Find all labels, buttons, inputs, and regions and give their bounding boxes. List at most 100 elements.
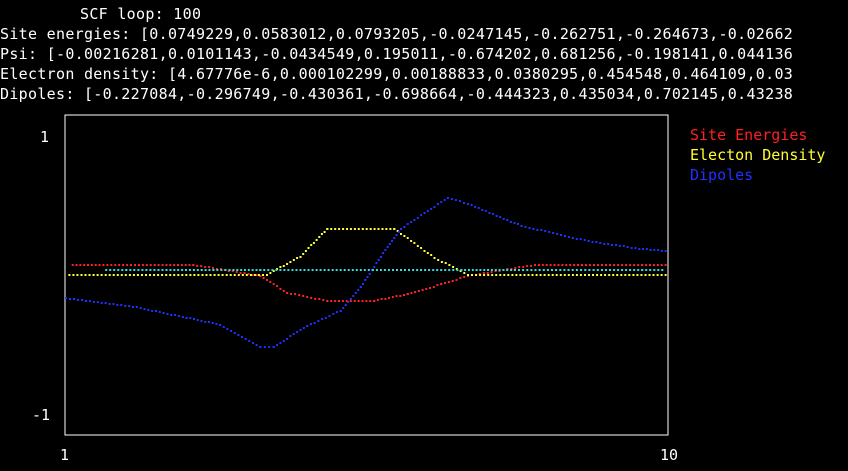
data-point (326, 300, 329, 302)
data-point (601, 269, 603, 271)
data-point (292, 333, 295, 335)
data-point (492, 213, 494, 215)
data-point (467, 274, 469, 276)
data-point (255, 344, 258, 346)
data-point (557, 264, 560, 266)
data-point (416, 217, 419, 219)
data-point (373, 228, 376, 230)
data-point (649, 249, 652, 251)
data-point (499, 274, 502, 276)
data-point (296, 331, 299, 333)
data-point (100, 274, 103, 276)
data-point (189, 274, 192, 276)
data-point (495, 215, 498, 217)
data-point (642, 248, 644, 250)
data-point (584, 269, 587, 271)
data-point (377, 228, 380, 230)
data-point (664, 264, 667, 266)
data-point (528, 227, 531, 229)
data-point (81, 299, 84, 301)
data-point (561, 264, 564, 266)
data-point (193, 274, 196, 276)
data-point (141, 274, 143, 276)
data-point (539, 274, 542, 276)
data-point (200, 269, 203, 271)
data-point (384, 249, 387, 251)
data-point (165, 264, 168, 266)
data-point (548, 231, 551, 233)
data-point (161, 264, 164, 266)
data-point (263, 269, 266, 271)
data-point (299, 269, 302, 271)
data-point (463, 202, 465, 204)
data-point (241, 336, 243, 338)
data-point (357, 228, 360, 230)
data-point (181, 274, 184, 276)
series-electon-density (68, 228, 667, 276)
data-point (613, 264, 616, 266)
data-point (645, 269, 648, 271)
data-point (365, 228, 368, 230)
data-point (467, 203, 469, 205)
data-point (522, 269, 525, 271)
data-point (636, 274, 639, 276)
data-point (580, 269, 583, 271)
data-point (302, 327, 305, 329)
data-point (638, 248, 641, 250)
data-point (341, 300, 344, 302)
data-point (583, 239, 586, 241)
data-point (201, 274, 204, 276)
data-point (252, 342, 254, 344)
data-point (299, 256, 302, 258)
data-point (645, 264, 648, 266)
data-point (410, 292, 413, 294)
data-point (459, 200, 461, 202)
data-point (664, 274, 667, 276)
data-point (361, 300, 364, 302)
data-point (584, 264, 587, 266)
data-point (169, 264, 172, 266)
data-point (463, 276, 466, 278)
data-point (452, 269, 455, 271)
data-point (213, 274, 216, 276)
data-point (387, 269, 390, 271)
data-point (279, 266, 282, 268)
data-point (408, 269, 410, 271)
data-point (404, 269, 406, 271)
y-tick-label-top: 1 (40, 128, 49, 146)
data-point (349, 228, 352, 230)
data-point (239, 272, 242, 274)
data-point (92, 301, 95, 303)
data-point (236, 269, 239, 271)
data-point (443, 199, 446, 201)
data-point (588, 274, 590, 276)
data-point (65, 297, 67, 299)
data-point (105, 269, 108, 271)
data-point (626, 246, 629, 248)
data-point (346, 228, 348, 230)
data-point (326, 228, 329, 230)
data-point (339, 310, 342, 312)
data-point (617, 269, 620, 271)
data-point (664, 250, 667, 252)
data-point (519, 274, 522, 276)
data-point (185, 274, 188, 276)
data-point (624, 274, 627, 276)
data-point (482, 272, 485, 274)
data-point (286, 263, 289, 265)
data-point (208, 266, 211, 268)
data-point (393, 237, 396, 239)
data-point (153, 264, 156, 266)
data-point (134, 264, 136, 266)
data-point (207, 321, 210, 323)
data-point (502, 269, 505, 271)
data-point (537, 264, 540, 266)
data-point (560, 234, 562, 236)
data-point (217, 274, 220, 276)
data-point (317, 320, 320, 322)
data-point (416, 269, 419, 271)
data-point (621, 264, 624, 266)
data-point (174, 314, 177, 316)
data-point (262, 277, 265, 279)
data-point (395, 295, 398, 297)
